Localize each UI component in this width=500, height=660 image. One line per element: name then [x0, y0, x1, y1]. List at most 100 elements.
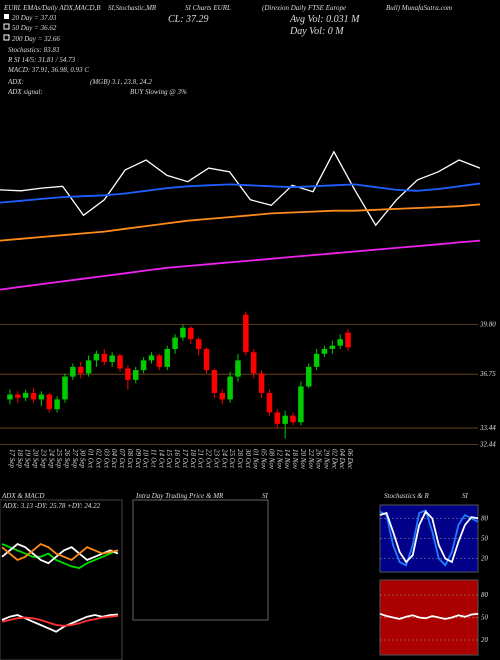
series-line — [0, 182, 481, 204]
candle-body — [219, 392, 226, 400]
x-tick-label: 16 Oct — [173, 449, 181, 469]
candle-body — [235, 360, 241, 377]
macd: MACD: 37.91, 36.98, 0.93 C — [7, 66, 89, 74]
x-tick-label: 20 Nov — [299, 449, 307, 470]
candle-body — [54, 399, 60, 410]
title-part: Bull) MunafaSutra.com — [386, 4, 452, 12]
avg-vol: Avg Vol: 0.031 M — [289, 14, 360, 25]
x-tick-label: 23 Sep — [39, 449, 47, 468]
panel-title: Stochastics & R — [384, 492, 429, 500]
x-tick-label: 14 Oct — [157, 449, 165, 469]
x-tick-label: 19 Sep — [24, 449, 32, 468]
series-line — [0, 150, 481, 227]
candle-body — [77, 366, 84, 374]
candle-body — [125, 368, 131, 380]
candle-body — [337, 339, 343, 346]
x-tick-label: 12 Nov — [275, 449, 283, 470]
close: CL: 37.29 — [168, 14, 209, 25]
candle-body — [345, 332, 351, 348]
x-tick-label: 06 Dec — [346, 449, 354, 470]
candle-body — [140, 360, 147, 371]
candle-body — [22, 392, 29, 398]
x-tick-label: 03 Oct — [102, 449, 110, 469]
adx-values: ADX: 3.13 -DY: 25.78 +DY: 24.22 — [2, 502, 101, 510]
series-line — [1, 613, 119, 633]
candle-body — [46, 394, 53, 410]
x-tick-label: 26 Nov — [315, 449, 323, 470]
stochastics: Stochastics: 83.83 — [8, 46, 60, 54]
candle-body — [117, 355, 123, 369]
rsi: R SI 14/5: 31.81 / 54.73 — [7, 56, 76, 64]
x-tick-label: 28 Oct — [236, 449, 244, 469]
y-tick-label: 20 — [481, 555, 489, 563]
candle-body — [38, 394, 45, 400]
candle-body — [321, 348, 328, 354]
candle-body — [62, 376, 68, 400]
series-line — [1, 542, 119, 565]
candle-body — [148, 355, 155, 361]
candle-body — [180, 327, 186, 338]
panel-title: ADX & MACD — [1, 492, 44, 500]
candle-body — [7, 394, 13, 400]
panel-frame — [0, 499, 123, 660]
adx-label: ADX: — [7, 78, 24, 86]
x-tick-label: 10 Oct — [142, 449, 150, 469]
adx-signal-label: ADX signal: — [7, 88, 43, 96]
candle-body — [156, 355, 163, 367]
series-line — [379, 509, 479, 567]
candle-body — [243, 314, 249, 353]
y-tick-label: 39.80 — [479, 321, 496, 329]
panel-frame — [132, 499, 269, 621]
y-tick-label: 33.44 — [479, 424, 496, 432]
title-part: (Direxion Daily FTSE Europe — [262, 4, 346, 12]
series-line — [0, 203, 481, 242]
x-tick-label: 22 Oct — [205, 449, 213, 469]
series-line — [379, 510, 479, 564]
candle-body — [172, 337, 178, 349]
series-line — [1, 543, 119, 569]
x-tick-label: 25 Sep — [55, 449, 63, 468]
y-tick-label: 80 — [481, 514, 489, 522]
x-tick-label: 17 Sep — [8, 449, 16, 468]
x-tick-label: 15 Oct — [165, 449, 173, 469]
x-tick-label: 29 Nov — [322, 449, 330, 470]
x-tick-label: 18 Sep — [16, 449, 24, 468]
x-tick-label: 20 Sep — [32, 449, 40, 468]
x-tick-label: 09 Oct — [134, 449, 142, 469]
day-vol: Day Vol: 0 M — [289, 26, 344, 37]
x-tick-label: 11 Oct — [149, 449, 157, 468]
candle-body — [250, 352, 257, 374]
x-tick-label: 01 Oct — [87, 449, 95, 469]
x-tick-label: 04 Oct — [110, 449, 118, 469]
panel-title: Intra Day Trading Price & MR — [135, 492, 224, 500]
y-tick-label: 50 — [481, 535, 489, 543]
candle-body — [188, 327, 194, 340]
ema-200: 200 Day = 32.66 — [12, 35, 60, 43]
candle-body — [274, 412, 281, 424]
x-tick-label: 22 Nov — [307, 449, 315, 470]
candle-body — [305, 366, 312, 387]
y-tick-label: 50 — [481, 614, 489, 622]
x-tick-label: 08 Oct — [126, 449, 134, 469]
candle-body — [164, 348, 170, 367]
x-tick-label: 30 Oct — [244, 448, 252, 469]
candle-body — [290, 415, 296, 423]
candle-body — [101, 353, 108, 362]
candle-body — [109, 355, 115, 362]
x-tick-label: 27 Sep — [71, 449, 79, 468]
candle-body — [266, 392, 273, 413]
x-tick-label: 14 Nov — [283, 449, 291, 470]
candle-body — [211, 370, 218, 393]
x-tick-label: 05 Nov — [260, 449, 268, 470]
candle-body — [313, 353, 320, 367]
panel-title: SI — [462, 492, 469, 500]
adx-signal: BUY Slowing @ 3% — [130, 88, 187, 96]
x-tick-label: 08 Nov — [267, 449, 275, 470]
candle-body — [227, 376, 233, 400]
x-tick-label: 24 Oct — [220, 449, 228, 469]
legend-swatch — [3, 23, 10, 30]
title-part: SI,Stochastic,MR — [108, 4, 157, 12]
adx-values: (MGB) 3.1, 23.8, 24.2 — [90, 78, 152, 86]
candle-body — [15, 394, 21, 398]
series-line — [379, 612, 479, 620]
